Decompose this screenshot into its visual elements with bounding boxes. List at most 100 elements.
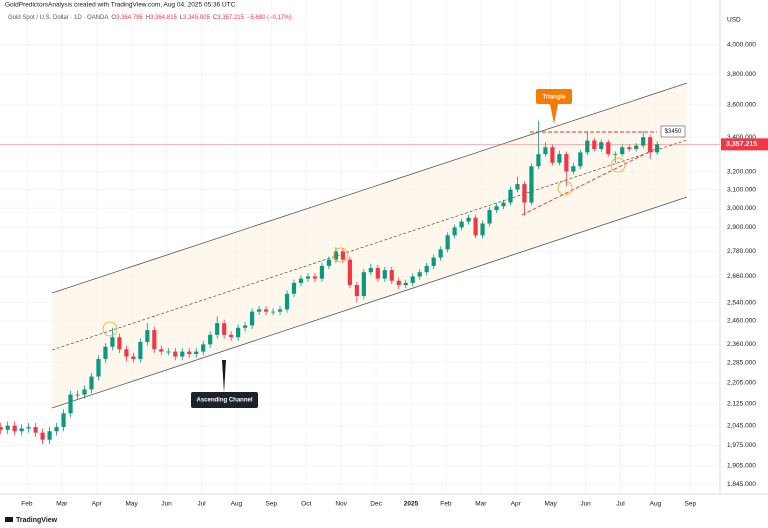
y-tick-label: 3,800.000 — [727, 71, 756, 78]
axes: 1,845.000 1,905.000 1,975.000 2,045.000 2,12… — [21, 42, 768, 508]
candle-body — [340, 251, 345, 260]
candle-body — [117, 337, 122, 350]
candle-body — [270, 311, 276, 313]
triangle-bottom — [521, 147, 658, 216]
candle-body — [480, 223, 485, 236]
candle-body — [180, 351, 185, 357]
channel-callout — [191, 392, 258, 408]
candle-body — [501, 202, 506, 207]
candle-body — [620, 147, 625, 155]
candle-body — [187, 351, 192, 355]
candle-body — [648, 137, 653, 153]
candle-body — [466, 217, 471, 222]
x-tick-label: Jul — [616, 501, 625, 508]
candle-body — [110, 337, 115, 347]
y-tick-label: 4,000.000 — [727, 42, 756, 49]
candle-body — [5, 425, 10, 430]
triangle-label: Triangle — [542, 95, 566, 101]
last-price-label: 3,357.215 — [726, 141, 757, 148]
x-tick-label: Oct — [301, 501, 311, 508]
ohlc-value: 3,364.815 — [150, 15, 177, 21]
y-tick-label: 2,125.000 — [727, 401, 756, 408]
candle-body — [47, 431, 52, 440]
x-tick-label: Mar — [475, 501, 487, 508]
channel-upper — [51, 82, 688, 294]
ohlc-key: H — [146, 15, 150, 21]
x-tick-label: May — [125, 501, 138, 508]
callout-arrow — [550, 104, 558, 124]
x-tick-label: Aug — [650, 501, 662, 508]
candle-body — [145, 330, 150, 342]
level-label: $3450 — [665, 129, 682, 135]
candle-body — [410, 276, 415, 283]
y-tick-label: 3,600.000 — [727, 101, 756, 108]
candle-body — [229, 334, 234, 338]
x-tick-label: Nov — [335, 501, 347, 508]
candle-body — [54, 427, 59, 432]
candle-body — [564, 154, 569, 172]
candle-body — [305, 276, 311, 279]
candle-body — [131, 356, 136, 359]
y-tick-label: 3,200.000 — [727, 168, 756, 175]
candle-body — [250, 311, 255, 326]
candle-body — [396, 280, 401, 286]
y-tick-label: 2,360.000 — [727, 341, 756, 348]
candle-body — [368, 267, 373, 273]
x-tick-label: Apr — [511, 501, 522, 508]
candle-body — [263, 309, 269, 312]
candle-body — [487, 210, 492, 224]
candle-body — [0, 427, 3, 430]
touch-circle — [557, 180, 573, 196]
candle-body — [291, 282, 297, 294]
candle-body — [389, 270, 394, 281]
candle-body — [326, 259, 332, 266]
y-tick-label: 1,845.000 — [727, 481, 756, 488]
triangle-callout — [536, 89, 572, 104]
x-tick-label: Feb — [440, 501, 452, 508]
candle-body — [522, 184, 527, 203]
x-tick-label: Mar — [56, 501, 68, 508]
candle-body — [26, 427, 31, 429]
x-tick-label: 2025 — [404, 501, 419, 508]
candle-body — [585, 140, 590, 153]
candle-body — [68, 394, 73, 414]
candle-body — [298, 278, 304, 283]
last-price-box — [721, 138, 768, 151]
y-tick-label: 3,000.000 — [727, 205, 756, 212]
x-tick-label: Feb — [21, 501, 33, 508]
candle-body — [445, 235, 450, 250]
candle-body — [19, 428, 24, 432]
logo-mark — [5, 517, 13, 522]
candle-body — [459, 221, 464, 228]
y-tick-label: 2,460.000 — [727, 318, 756, 325]
channel-lower — [51, 196, 688, 409]
candle-body — [403, 282, 408, 286]
candle-body — [571, 166, 576, 172]
candle-body — [641, 137, 646, 146]
level-box — [660, 125, 686, 138]
candle-body — [243, 325, 248, 328]
candle-body — [606, 142, 611, 155]
y-tick-label: 2,285.000 — [727, 359, 756, 366]
candle-body — [103, 346, 108, 359]
y-tick-label: 2,660.000 — [727, 273, 756, 280]
candle-body — [417, 272, 422, 277]
x-tick-label: May — [545, 501, 558, 508]
candle-body — [494, 206, 499, 211]
candle-body — [166, 351, 171, 353]
y-tick-label: 1,905.000 — [727, 463, 756, 470]
candles — [0, 120, 720, 444]
candle-body — [75, 394, 80, 396]
ohlc-value: 3,357.215 — [217, 15, 244, 21]
x-tick-label: Sep — [266, 501, 278, 508]
candle-body — [319, 265, 325, 279]
candle-body — [194, 351, 199, 355]
candle-body — [61, 413, 66, 428]
candle-body — [89, 376, 94, 390]
candle-body — [312, 276, 318, 279]
candle-body — [438, 249, 443, 258]
candle-body — [333, 251, 339, 260]
logo: TradingView — [16, 517, 58, 524]
y-tick-label: 1,975.000 — [727, 442, 756, 449]
